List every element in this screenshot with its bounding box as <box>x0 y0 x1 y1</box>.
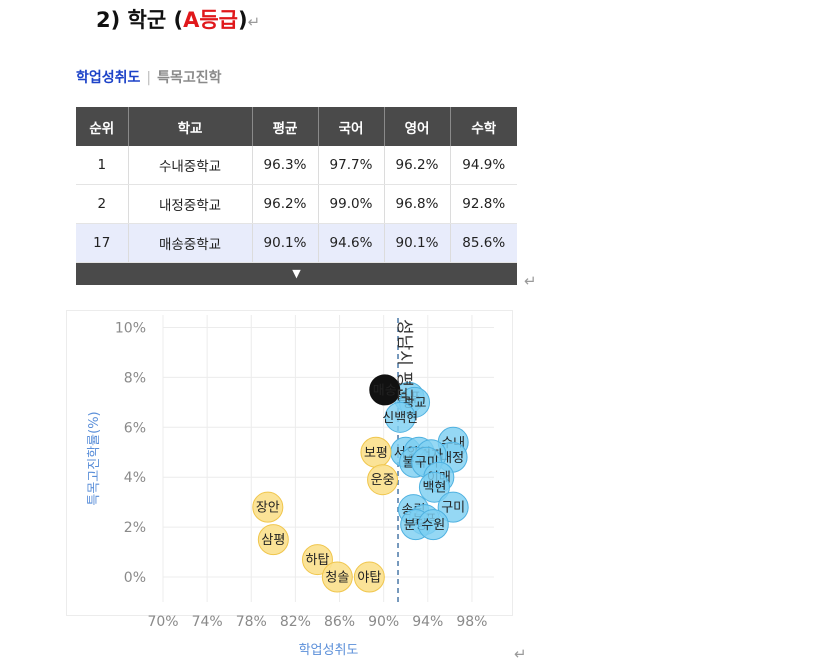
x-tick-label: 94% <box>412 614 443 630</box>
column-header-school: 학교 <box>128 107 253 146</box>
y-axis-title: 특목고진학률(%) <box>87 411 102 505</box>
data-point-label: 운중 <box>371 473 395 488</box>
column-header-average: 평균 <box>252 107 319 146</box>
data-point-label: 장안 <box>256 501 280 516</box>
data-point-label: 매송 <box>373 383 397 398</box>
data-point-marker <box>384 401 416 433</box>
heading-suffix: ) <box>237 8 248 32</box>
data-point-marker <box>417 509 449 541</box>
chevron-down-icon: ▼ <box>292 267 301 280</box>
data-point-marker <box>257 524 289 556</box>
y-tick-label: 4% <box>124 470 146 486</box>
data-point: 장안 <box>252 491 284 523</box>
table-cell: 92.8% <box>450 184 517 224</box>
column-header-korean: 국어 <box>318 107 385 146</box>
table-cell: 1 <box>76 146 129 185</box>
y-tick-label: 10% <box>115 320 146 336</box>
data-point-label: 백현 <box>422 481 446 496</box>
data-point-marker <box>321 561 353 593</box>
table-cell: 96.3% <box>252 146 319 185</box>
x-axis-title: 학업성취도 <box>299 643 359 658</box>
table-cell: 96.2% <box>384 146 451 185</box>
x-tick-label: 86% <box>324 614 355 630</box>
table-cell: 96.2% <box>252 184 319 224</box>
x-tick-label: 90% <box>368 614 399 630</box>
data-point-marker <box>367 464 399 496</box>
table-header-row: 순위 학교 평균 국어 영어 수학 <box>76 107 517 146</box>
x-tick-label: 78% <box>236 614 267 630</box>
data-point-marker <box>437 491 469 523</box>
heading-grade: A등급 <box>183 8 238 32</box>
data-point-marker <box>301 544 333 576</box>
data-point: 구미 <box>437 491 469 523</box>
table-row: 2 내정중학교 96.2% 99.0% 96.8% 92.8% <box>76 184 517 224</box>
data-point-label: 수원 <box>421 518 445 533</box>
data-point: 백현 <box>418 471 450 503</box>
x-tick-label: 98% <box>456 614 487 630</box>
tab-separator: | <box>146 70 152 86</box>
data-point-label: 삼평 <box>261 533 285 548</box>
school-ranking-table: 순위 학교 평균 국어 영어 수학 1 수내중학교 96.3% 97.7% 96… <box>76 107 517 263</box>
table-cell: 85.6% <box>450 223 517 263</box>
y-tick-label: 0% <box>124 570 146 586</box>
table-row: 1 수내중학교 96.3% 97.7% 96.2% 94.9% <box>76 146 517 185</box>
table-cell: 매송중학교 <box>128 223 253 263</box>
data-point: 매송 <box>369 374 401 406</box>
data-point: 삼평 <box>257 524 289 556</box>
data-point-label: 신백현 <box>382 411 418 426</box>
data-point-marker <box>418 471 450 503</box>
x-tick-label: 74% <box>192 614 223 630</box>
y-tick-label: 8% <box>124 370 146 386</box>
table-cell: 99.0% <box>318 184 385 224</box>
data-point: 보평 <box>360 436 392 468</box>
return-mark-icon: ↵ <box>247 13 261 31</box>
tab-special-school-admission[interactable]: 특목고진학 <box>157 70 222 86</box>
chart-points: 늘푸광교신백현수내내정서현양영정자불곡구미이매백현구미송림늘푸분당수원보평운중장… <box>252 374 469 593</box>
heading-prefix: 2) 학군 ( <box>96 8 184 32</box>
y-tick-label: 2% <box>124 520 146 536</box>
data-point: 하탑 <box>301 544 333 576</box>
data-point: 청솔 <box>321 561 353 593</box>
x-tick-label: 82% <box>280 614 311 630</box>
chart-tick-labels: 0% 2% 4% 6% 8% 10% 70% 74% 78% 82% 86% 90% 94% 98% <box>115 320 488 630</box>
table-cell: 내정중학교 <box>128 184 253 224</box>
column-header-math: 수학 <box>450 107 517 146</box>
column-header-rank: 순위 <box>76 107 129 146</box>
data-point: 수원 <box>417 509 449 541</box>
data-point-label: 야탑 <box>357 571 381 586</box>
scatter-chart: 늘푸광교신백현수내내정서현양영정자불곡구미이매백현구미송림늘푸분당수원보평운중장… <box>66 310 513 658</box>
column-header-english: 영어 <box>384 107 451 146</box>
tab-academic-achievement[interactable]: 학업성취도 <box>76 70 141 86</box>
table-row-highlighted: 17 매송중학교 90.1% 94.6% 90.1% 85.6% <box>76 223 517 263</box>
return-mark-icon: ↵ <box>514 645 527 663</box>
chart-tabs: 학업성취도 | 특목고진학 <box>76 67 222 87</box>
data-point: 신백현 <box>382 401 418 433</box>
table-cell: 96.8% <box>384 184 451 224</box>
data-point: 운중 <box>367 464 399 496</box>
table-cell: 90.1% <box>252 223 319 263</box>
table-cell: 94.6% <box>318 223 385 263</box>
reference-line-label: 성남시 평균 <box>394 319 414 403</box>
table-cell: 수내중학교 <box>128 146 253 185</box>
data-point-label: 하탑 <box>306 553 330 568</box>
data-point: 야탑 <box>353 561 385 593</box>
return-mark-icon: ↵ <box>524 272 537 290</box>
table-cell: 90.1% <box>384 223 451 263</box>
y-tick-label: 6% <box>124 420 146 436</box>
table-cell: 17 <box>76 223 129 263</box>
table-cell: 97.7% <box>318 146 385 185</box>
table-cell: 94.9% <box>450 146 517 185</box>
x-tick-label: 70% <box>147 614 178 630</box>
section-heading: 2) 학군 (A등급)↵ <box>96 4 260 34</box>
expand-table-button[interactable]: ▼ <box>76 263 517 285</box>
data-point-marker <box>252 491 284 523</box>
data-point-marker <box>369 374 401 406</box>
data-point-label: 구미 <box>441 501 465 516</box>
data-point-label: 보평 <box>364 446 388 461</box>
chart-frame <box>66 310 513 616</box>
data-point-marker <box>353 561 385 593</box>
data-point-label: 청솔 <box>325 571 349 586</box>
table-cell: 2 <box>76 184 129 224</box>
